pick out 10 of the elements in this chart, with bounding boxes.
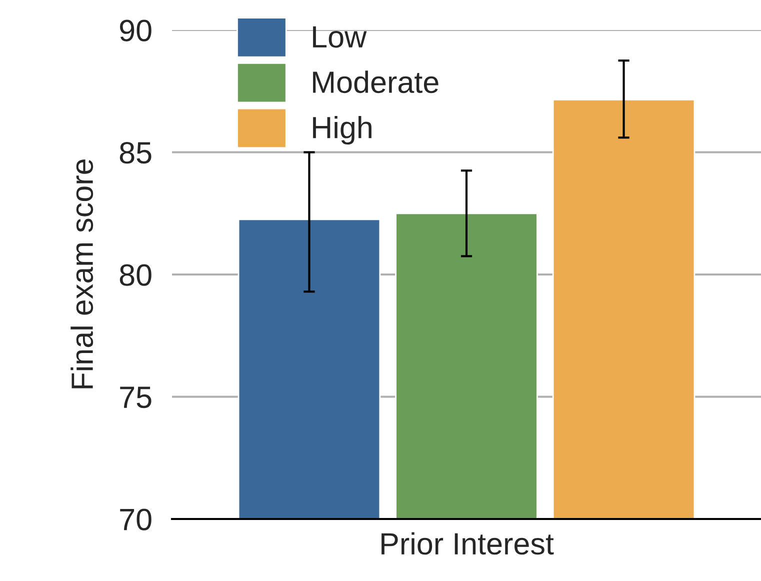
- y-tick-label: 80: [120, 264, 152, 286]
- legend-label: Moderate: [313, 70, 438, 94]
- y-tick-label: 75: [120, 386, 152, 408]
- y-axis-title: Final exam score: [70, 160, 94, 388]
- y-tick-label: 70: [120, 508, 152, 530]
- y-tick-label: 90: [120, 20, 152, 42]
- legend-label: Low: [313, 26, 367, 48]
- y-tick-label: 85: [120, 142, 152, 164]
- legend-label: High: [313, 116, 372, 144]
- x-axis-title: Prior Interest: [382, 532, 554, 555]
